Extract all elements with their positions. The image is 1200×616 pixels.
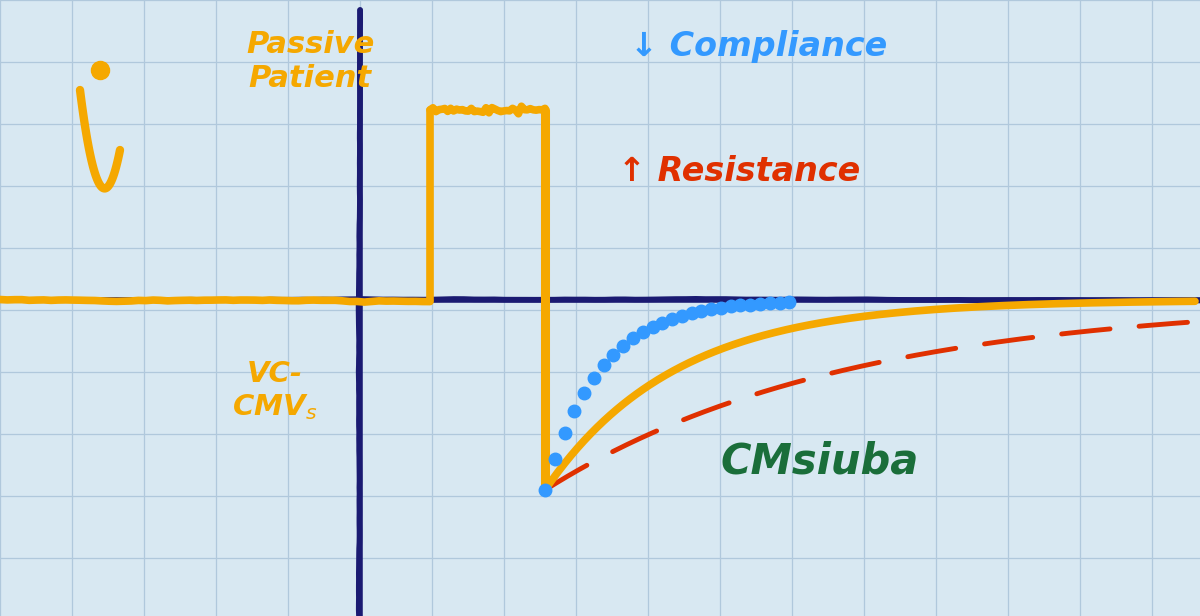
Text: VC-
CMV$_s$: VC- CMV$_s$ [233, 360, 318, 423]
Text: ↑ Resistance: ↑ Resistance [618, 155, 860, 188]
Text: ↓ Compliance: ↓ Compliance [630, 30, 887, 63]
Text: CMsiuba: CMsiuba [720, 440, 918, 482]
Text: Passive
Patient: Passive Patient [246, 30, 374, 92]
